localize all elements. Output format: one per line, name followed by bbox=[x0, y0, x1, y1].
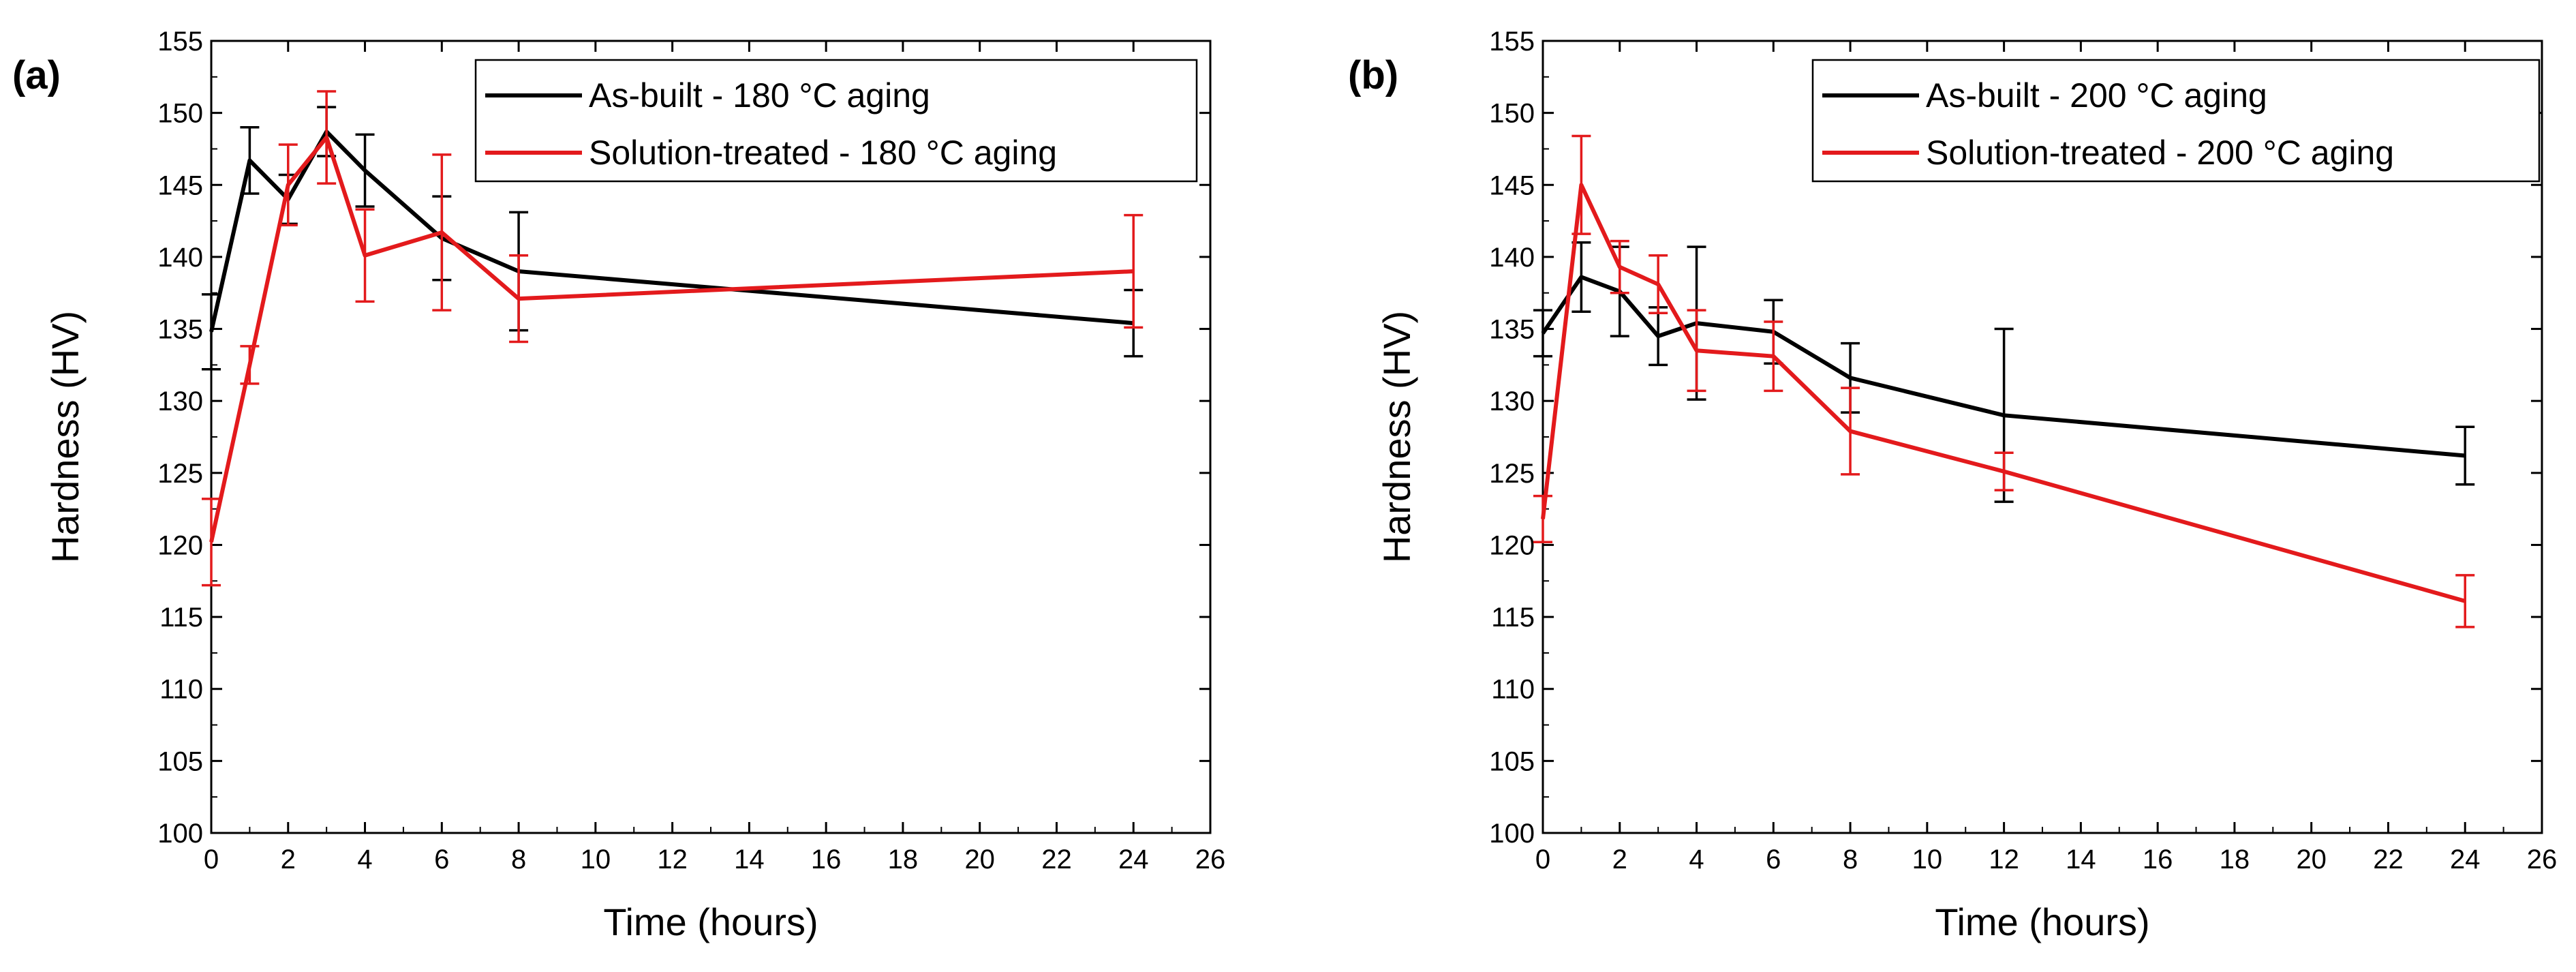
legend-label: As-built - 180 °C aging bbox=[589, 76, 930, 115]
series-line bbox=[209, 135, 1134, 543]
legend-label: Solution-treated - 180 °C aging bbox=[589, 134, 1057, 172]
y-tick-label: 110 bbox=[1491, 675, 1535, 705]
x-tick-label: 16 bbox=[811, 845, 842, 875]
legend-label: Solution-treated - 200 °C aging bbox=[1926, 134, 2394, 172]
legend-box bbox=[474, 59, 1198, 183]
x-tick-label: 24 bbox=[1118, 845, 1149, 875]
y-tick-label: 110 bbox=[159, 675, 203, 705]
x-tick-label: 0 bbox=[204, 845, 219, 875]
legend-label: As-built - 200 °C aging bbox=[1926, 76, 2267, 115]
x-tick-label: 22 bbox=[2373, 845, 2404, 875]
x-tick-label: 4 bbox=[357, 845, 372, 875]
x-tick-label: 14 bbox=[2066, 845, 2096, 875]
x-tick-label: 12 bbox=[657, 845, 688, 875]
series-solution-treated bbox=[1533, 134, 2475, 628]
x-tick-label: 26 bbox=[1195, 845, 1226, 875]
chart-panel-b: 0 2 4 6 8 10 12 14 16 18 20 22 24 2610010511011512012… bbox=[1348, 27, 2557, 943]
y-tick-label: 145 bbox=[1489, 170, 1535, 200]
y-tick-label: 105 bbox=[157, 746, 203, 776]
legend: As-built - 200 °C aging Solution-treated … bbox=[1811, 59, 2541, 183]
legend: As-built - 180 °C aging Solution-treated … bbox=[474, 59, 1198, 183]
y-tick-label: 135 bbox=[1489, 315, 1535, 345]
y-tick-label: 150 bbox=[157, 99, 203, 129]
y-tick-label: 115 bbox=[1491, 603, 1535, 633]
y-tick-label: 140 bbox=[157, 243, 203, 273]
x-tick-label: 8 bbox=[511, 845, 526, 875]
x-tick-label: 18 bbox=[888, 845, 919, 875]
y-tick-label: 150 bbox=[1489, 99, 1535, 129]
x-tick-label: 16 bbox=[2143, 845, 2173, 875]
x-tick-label: 2 bbox=[1612, 845, 1627, 875]
x-tick-label: 24 bbox=[2450, 845, 2481, 875]
x-tick-label: 6 bbox=[434, 845, 449, 875]
series-line bbox=[209, 130, 1134, 333]
y-tick-label: 100 bbox=[1489, 819, 1535, 849]
y-tick-label: 100 bbox=[157, 819, 203, 849]
legend-box bbox=[1811, 59, 2541, 183]
y-axis-title: Hardness (HV) bbox=[44, 311, 87, 563]
y-tick-label: 115 bbox=[159, 603, 203, 633]
x-tick-label: 12 bbox=[1989, 845, 2019, 875]
x-tick-label: 26 bbox=[2527, 845, 2558, 875]
y-tick-label: 155 bbox=[1489, 27, 1535, 57]
x-tick-label: 0 bbox=[1535, 845, 1550, 875]
y-tick-label: 145 bbox=[157, 170, 203, 200]
y-tick-label: 135 bbox=[157, 315, 203, 345]
y-tick-label: 155 bbox=[157, 27, 203, 57]
y-tick-label: 130 bbox=[157, 386, 203, 416]
y-tick-label: 130 bbox=[1489, 386, 1535, 416]
y-axis-title: Hardness (HV) bbox=[1375, 311, 1418, 563]
y-tick-label: 125 bbox=[1489, 459, 1535, 489]
x-tick-label: 20 bbox=[2296, 845, 2327, 875]
y-tick-label: 120 bbox=[1489, 530, 1535, 560]
x-tick-label: 4 bbox=[1689, 845, 1704, 875]
x-tick-label: 18 bbox=[2220, 845, 2250, 875]
x-tick-label: 20 bbox=[964, 845, 995, 875]
y-tick-label: 125 bbox=[157, 459, 203, 489]
panel-label: (a) bbox=[12, 53, 61, 97]
x-tick-label: 14 bbox=[734, 845, 765, 875]
x-tick-label: 22 bbox=[1041, 845, 1072, 875]
x-tick-label: 10 bbox=[581, 845, 611, 875]
y-tick-label: 120 bbox=[157, 530, 203, 560]
x-tick-label: 6 bbox=[1766, 845, 1781, 875]
y-tick-label: 140 bbox=[1489, 243, 1535, 273]
x-tick-label: 2 bbox=[281, 845, 296, 875]
y-tick-label: 105 bbox=[1489, 746, 1535, 776]
panel-label: (b) bbox=[1348, 53, 1398, 97]
x-axis-title: Time (hours) bbox=[1935, 900, 2149, 943]
series-solution-treated bbox=[202, 90, 1144, 587]
chart-panel-a: 0 2 4 6 8 10 12 14 16 18 20 22 24 2610010511011512012… bbox=[12, 27, 1225, 943]
x-tick-label: 10 bbox=[1912, 845, 1943, 875]
x-axis-title: Time (hours) bbox=[603, 900, 818, 943]
x-tick-label: 8 bbox=[1843, 845, 1858, 875]
